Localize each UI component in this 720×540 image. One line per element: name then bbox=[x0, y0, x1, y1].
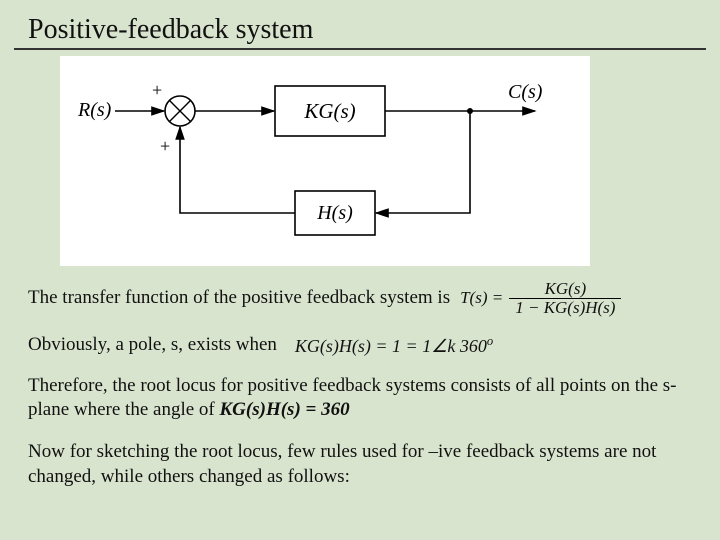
p1-fraction: KG(s) 1 − KG(s)H(s) bbox=[509, 280, 621, 317]
input-label: R(s) bbox=[77, 99, 112, 121]
paragraph-2: Obviously, a pole, s, exists when KG(s)H… bbox=[0, 327, 720, 358]
slide-title: Positive-feedback system bbox=[0, 0, 720, 48]
block-diagram: KG(s) H(s) R(s) C(s) + + bbox=[60, 56, 590, 266]
output-label: C(s) bbox=[508, 81, 543, 103]
paragraph-4: Now for sketching the root locus, few ru… bbox=[0, 434, 720, 489]
edge-pickoff-to-h bbox=[376, 111, 470, 213]
p1-equation: T(s) = KG(s) 1 − KG(s)H(s) bbox=[460, 280, 621, 317]
p2-eq-sup: o bbox=[487, 334, 493, 348]
p1-lhs: T(s) = bbox=[460, 287, 503, 309]
kg-label: KG(s) bbox=[303, 99, 355, 123]
title-rule bbox=[14, 48, 706, 50]
p2-eq-body: KG(s)H(s) = 1 = 1∠k 360 bbox=[295, 336, 487, 356]
paragraph-3: Therefore, the root locus for positive f… bbox=[0, 368, 720, 423]
plus-bottom: + bbox=[160, 136, 170, 156]
p2-equation: KG(s)H(s) = 1 = 1∠k 360o bbox=[295, 333, 493, 358]
p3-b: KG(s)H(s) = 360 bbox=[220, 399, 350, 420]
p1-denominator: 1 − KG(s)H(s) bbox=[509, 298, 621, 317]
edge-h-to-sum bbox=[180, 127, 295, 213]
p1-numerator: KG(s) bbox=[509, 280, 621, 298]
p3-a: Therefore, the root locus for positive f… bbox=[28, 375, 677, 420]
summing-junction bbox=[165, 96, 195, 126]
h-label: H(s) bbox=[316, 202, 353, 224]
paragraph-1: The transfer function of the positive fe… bbox=[0, 274, 720, 317]
p1-text: The transfer function of the positive fe… bbox=[28, 286, 450, 310]
plus-top: + bbox=[152, 80, 162, 100]
p2-text: Obviously, a pole, s, exists when bbox=[28, 333, 277, 357]
